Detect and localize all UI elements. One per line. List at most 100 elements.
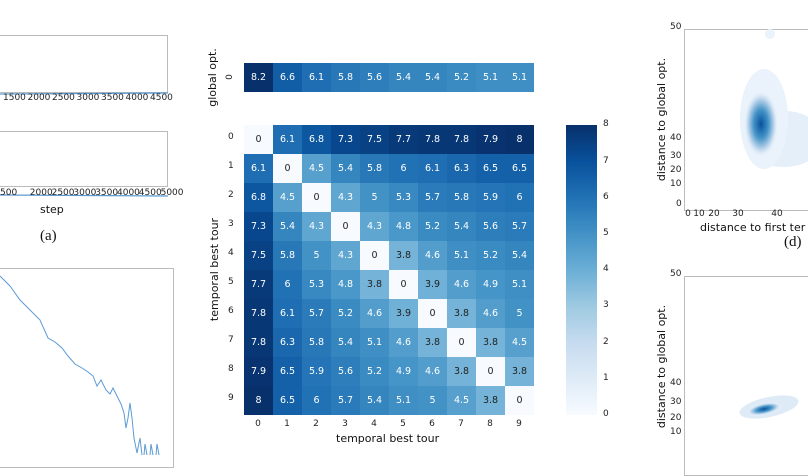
heatmap-cell: 5.4	[360, 386, 389, 415]
x-tick: 5000	[160, 188, 184, 198]
heatmap-cell: 4.8	[389, 212, 418, 241]
heatmap-cell: 3.8	[476, 386, 505, 415]
heatmap-cell: 0	[331, 212, 360, 241]
temporal-heatmap-ylabel: temporal best tour	[208, 217, 222, 322]
heatmap-cell: 7.5	[244, 241, 273, 270]
x-tick: 20	[708, 209, 720, 219]
global-opt-cell: 6.6	[273, 63, 302, 92]
heatmap-cell: 4.5	[505, 328, 534, 357]
heatmap-cell: 7.9	[244, 357, 273, 386]
heatmap-cell: 5	[302, 241, 331, 270]
x-tick: 2500	[52, 93, 75, 103]
global-opt-cell: 5.1	[505, 63, 534, 92]
x-tick: 0	[255, 419, 261, 429]
x-tick: 3000	[76, 93, 100, 103]
y-tick: 10	[670, 179, 682, 189]
heatmap-cell: 7.7	[244, 270, 273, 299]
heatmap-cell: 6.8	[302, 125, 331, 154]
heatmap-cell: 6.1	[273, 125, 302, 154]
colorbar-tick: 7	[603, 155, 609, 166]
heatmap-cell: 5.7	[302, 299, 331, 328]
heatmap-cell: 5.1	[360, 328, 389, 357]
heatmap-cell: 6.1	[273, 299, 302, 328]
x-tick: 500	[0, 188, 18, 198]
heatmap-cell: 3.9	[418, 270, 447, 299]
y-tick: 40	[670, 378, 682, 388]
x-tick: 1	[284, 419, 290, 429]
x-tick: 4	[371, 419, 377, 429]
heatmap-cell: 5.7	[331, 386, 360, 415]
heatmap-cell: 7.7	[389, 125, 418, 154]
heatmap-cell: 6	[505, 183, 534, 212]
x-tick: 1500	[3, 93, 26, 103]
heatmap-cell: 5.8	[273, 241, 302, 270]
heatmap-cell: 6	[273, 270, 302, 299]
heatmap-cell: 0	[418, 299, 447, 328]
plot-a-bottom-axes	[0, 131, 168, 187]
x-tick: 4000	[117, 188, 140, 198]
y-tick: 5	[228, 277, 234, 287]
heatmap-cell: 5	[505, 299, 534, 328]
y-tick: 40	[670, 133, 682, 143]
heatmap-cell: 5.2	[360, 357, 389, 386]
plot-d-ylabel: distance to global opt.	[655, 57, 669, 182]
heatmap-cell: 4.6	[418, 241, 447, 270]
plot-a-top-axes	[0, 35, 168, 93]
heatmap-cell: 5.6	[331, 357, 360, 386]
heatmap-cell: 5.1	[505, 270, 534, 299]
heatmap-cell: 5.6	[476, 212, 505, 241]
plot-a-caption: (a)	[40, 228, 57, 244]
x-tick: 3	[342, 419, 348, 429]
heatmap-cell: 5.4	[331, 154, 360, 183]
heatmap-cell: 7.8	[447, 125, 476, 154]
heatmap-cell: 5.4	[505, 241, 534, 270]
plot-d-density	[740, 29, 808, 169]
x-tick: 2500	[51, 188, 75, 198]
heatmap-cell: 7.8	[244, 299, 273, 328]
x-tick: 8	[487, 419, 493, 429]
heatmap-cell: 5	[418, 386, 447, 415]
plot-a-top-line	[0, 92, 169, 95]
x-tick: 4500	[138, 188, 162, 198]
heatmap-cell: 5.7	[418, 183, 447, 212]
heatmap-cell: 5.1	[447, 241, 476, 270]
colorbar-tick: 2	[603, 336, 609, 347]
y-tick: 50	[670, 22, 682, 32]
colorbar-tick: 0	[603, 409, 609, 419]
y-tick: 30	[670, 151, 682, 161]
y-tick: 10	[670, 427, 682, 437]
heatmap-cell: 6.5	[273, 357, 302, 386]
global-opt-cell: 8.2	[244, 63, 273, 92]
y-tick: 9	[228, 393, 234, 403]
colorbar-tick: 3	[603, 300, 609, 311]
heatmap-cell: 0	[244, 125, 273, 154]
heatmap-cell: 4.9	[389, 357, 418, 386]
heatmap-cell: 4.6	[476, 299, 505, 328]
heatmap-cell: 3.8	[418, 328, 447, 357]
heatmap-cell: 0	[476, 357, 505, 386]
heatmap-cell: 5.9	[302, 357, 331, 386]
heatmap-cell: 5	[360, 183, 389, 212]
heatmap-cell: 4.3	[331, 241, 360, 270]
heatmap-cell: 4.3	[360, 212, 389, 241]
x-tick: 2000	[29, 188, 53, 198]
x-tick: 4500	[150, 93, 173, 103]
heatmap-cell: 5.2	[476, 241, 505, 270]
heatmap-cell: 0	[389, 270, 418, 299]
heatmap-cell: 6.5	[476, 154, 505, 183]
y-tick: 3	[228, 219, 234, 229]
heatmap-cell: 3.8	[505, 357, 534, 386]
colorbar-tick: 4	[603, 264, 609, 275]
plot-c-line	[0, 275, 160, 455]
global-opt-cell: 5.1	[476, 63, 505, 92]
x-tick: 3500	[95, 188, 119, 198]
heatmap-cell: 0	[302, 183, 331, 212]
heatmap-cell: 4.3	[331, 183, 360, 212]
global-opt-cell: 5.6	[360, 63, 389, 92]
heatmap-cell: 7.3	[331, 125, 360, 154]
heatmap-cell: 6	[302, 386, 331, 415]
global-opt-cell: 5.4	[389, 63, 418, 92]
y-tick: 0	[676, 199, 682, 209]
heatmap-cell: 5.8	[447, 183, 476, 212]
heatmap-cell: 6.3	[447, 154, 476, 183]
